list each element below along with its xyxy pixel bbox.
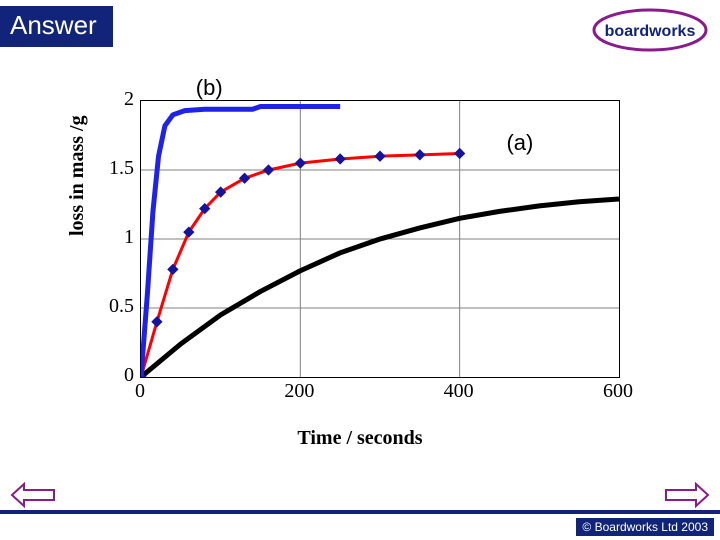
chart-annotation: (b) bbox=[196, 75, 223, 101]
y-tick: 2 bbox=[78, 88, 134, 111]
slide: Answer boardworks loss in mass /g 00.511… bbox=[0, 0, 720, 540]
x-tick: 200 bbox=[269, 380, 329, 403]
next-arrow[interactable] bbox=[664, 482, 710, 508]
x-axis-label: Time / seconds bbox=[60, 427, 660, 450]
title-bar: Answer bbox=[0, 6, 113, 47]
footer-line bbox=[0, 510, 720, 514]
chart-annotation: (a) bbox=[506, 130, 533, 156]
copyright: © Boardworks Ltd 2003 bbox=[576, 518, 714, 536]
prev-arrow[interactable] bbox=[10, 482, 56, 508]
footer: © Boardworks Ltd 2003 bbox=[0, 510, 720, 540]
y-tick: 1 bbox=[78, 226, 134, 249]
x-tick: 400 bbox=[429, 380, 489, 403]
x-tick: 600 bbox=[588, 380, 648, 403]
x-tick: 0 bbox=[110, 380, 170, 403]
chart: loss in mass /g 00.511.52 0200400600 (b)… bbox=[60, 86, 660, 446]
y-tick: 1.5 bbox=[78, 157, 134, 180]
y-tick: 0.5 bbox=[78, 295, 134, 318]
logo-text: boardworks bbox=[605, 23, 696, 40]
slide-title: Answer bbox=[10, 10, 97, 40]
plot-area bbox=[140, 100, 620, 378]
logo: boardworks bbox=[590, 6, 710, 54]
